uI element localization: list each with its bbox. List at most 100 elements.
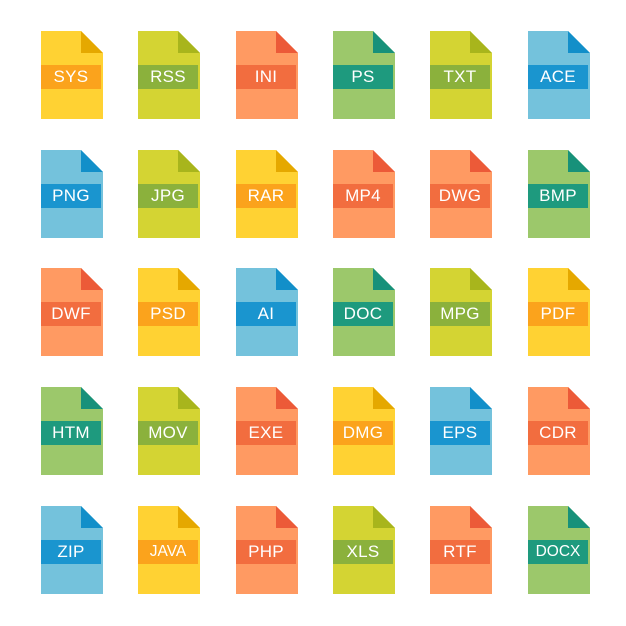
label-band bbox=[430, 65, 490, 89]
page-fold-icon bbox=[81, 268, 103, 290]
document-icon bbox=[528, 506, 590, 594]
document-icon bbox=[528, 31, 590, 119]
file-type-label: PSD bbox=[150, 304, 186, 323]
file-icon-dmg[interactable]: DMG bbox=[333, 387, 397, 475]
document-icon bbox=[41, 506, 103, 594]
file-type-label: XLS bbox=[346, 542, 380, 561]
file-icon-rtf[interactable]: RTF bbox=[430, 506, 494, 594]
file-icon-jpg[interactable]: JPG bbox=[138, 150, 202, 238]
file-type-label: RTF bbox=[443, 542, 477, 561]
file-icon-ini[interactable]: INI bbox=[236, 31, 300, 119]
file-icon-sys[interactable]: SYS bbox=[41, 31, 105, 119]
file-icon-eps[interactable]: EPS bbox=[430, 387, 494, 475]
file-icon-txt[interactable]: TXT bbox=[430, 31, 494, 119]
label-band bbox=[236, 184, 296, 208]
document-icon bbox=[528, 387, 590, 475]
file-type-label: JPG bbox=[151, 186, 185, 205]
label-band bbox=[236, 421, 296, 445]
file-icon-xls[interactable]: XLS bbox=[333, 506, 397, 594]
file-icon-dwf[interactable]: DWF bbox=[41, 268, 105, 356]
document-icon bbox=[41, 268, 103, 356]
document-icon bbox=[138, 150, 200, 238]
label-band bbox=[430, 540, 490, 564]
label-band bbox=[333, 540, 393, 564]
label-band bbox=[333, 421, 393, 445]
label-band bbox=[528, 65, 588, 89]
file-icon-dwg[interactable]: DWG bbox=[430, 150, 494, 238]
page-fold-icon bbox=[178, 150, 200, 172]
file-icon-docx[interactable]: DOCX bbox=[528, 506, 592, 594]
document-icon bbox=[528, 268, 590, 356]
document-icon bbox=[430, 506, 492, 594]
document-icon bbox=[41, 387, 103, 475]
page-fold-icon bbox=[178, 506, 200, 528]
document-icon bbox=[430, 150, 492, 238]
page-fold-icon bbox=[81, 387, 103, 409]
file-icon-bmp[interactable]: BMP bbox=[528, 150, 592, 238]
document-icon bbox=[333, 387, 395, 475]
page-fold-icon bbox=[178, 31, 200, 53]
page-fold-icon bbox=[568, 150, 590, 172]
file-icon-mp4[interactable]: MP4 bbox=[333, 150, 397, 238]
file-icon-rss[interactable]: RSS bbox=[138, 31, 202, 119]
page-fold-icon bbox=[470, 268, 492, 290]
page-fold-icon bbox=[373, 31, 395, 53]
file-type-label: BMP bbox=[539, 186, 577, 205]
label-band bbox=[236, 65, 296, 89]
page-fold-icon bbox=[568, 31, 590, 53]
file-icon-cdr[interactable]: CDR bbox=[528, 387, 592, 475]
file-icon-ace[interactable]: ACE bbox=[528, 31, 592, 119]
document-icon bbox=[236, 31, 298, 119]
label-band bbox=[41, 540, 101, 564]
label-band bbox=[333, 65, 393, 89]
page-fold-icon bbox=[276, 506, 298, 528]
label-band bbox=[138, 421, 198, 445]
file-icon-exe[interactable]: EXE bbox=[236, 387, 300, 475]
document-icon bbox=[236, 150, 298, 238]
document-icon bbox=[138, 506, 200, 594]
label-band bbox=[41, 302, 101, 326]
file-icon-ai[interactable]: AI bbox=[236, 268, 300, 356]
document-icon bbox=[430, 268, 492, 356]
page-fold-icon bbox=[373, 268, 395, 290]
file-icon-mpg[interactable]: MPG bbox=[430, 268, 494, 356]
file-type-label: JAVA bbox=[149, 543, 187, 560]
file-icon-mov[interactable]: MOV bbox=[138, 387, 202, 475]
page-fold-icon bbox=[568, 268, 590, 290]
page-fold-icon bbox=[81, 150, 103, 172]
label-band bbox=[430, 421, 490, 445]
file-icon-rar[interactable]: RAR bbox=[236, 150, 300, 238]
page-fold-icon bbox=[276, 387, 298, 409]
page-fold-icon bbox=[373, 387, 395, 409]
page-fold-icon bbox=[470, 387, 492, 409]
file-type-label: DWG bbox=[438, 186, 482, 205]
file-icon-php[interactable]: PHP bbox=[236, 506, 300, 594]
label-band bbox=[41, 421, 101, 445]
file-icon-htm[interactable]: HTM bbox=[41, 387, 105, 475]
document-icon bbox=[138, 31, 200, 119]
file-icon-png[interactable]: PNG bbox=[41, 150, 105, 238]
label-band bbox=[528, 421, 588, 445]
page-fold-icon bbox=[568, 506, 590, 528]
file-icon-doc[interactable]: DOC bbox=[333, 268, 397, 356]
document-icon bbox=[138, 268, 200, 356]
file-type-label: EXE bbox=[248, 423, 284, 442]
file-icon-psd[interactable]: PSD bbox=[138, 268, 202, 356]
label-band bbox=[236, 302, 296, 326]
file-icon-java[interactable]: JAVA bbox=[138, 506, 202, 594]
document-icon bbox=[333, 31, 395, 119]
page-fold-icon bbox=[470, 31, 492, 53]
file-type-label: PNG bbox=[52, 186, 90, 205]
file-icon-pdf[interactable]: PDF bbox=[528, 268, 592, 356]
page-fold-icon bbox=[81, 31, 103, 53]
file-type-label: DOCX bbox=[535, 543, 581, 560]
file-icon-zip[interactable]: ZIP bbox=[41, 506, 105, 594]
file-icon-ps[interactable]: PS bbox=[333, 31, 397, 119]
file-type-label: PHP bbox=[248, 542, 284, 561]
document-icon bbox=[41, 31, 103, 119]
file-type-label: SYS bbox=[53, 67, 89, 86]
document-icon bbox=[236, 268, 298, 356]
document-icon bbox=[41, 150, 103, 238]
file-type-label: ACE bbox=[540, 67, 576, 86]
